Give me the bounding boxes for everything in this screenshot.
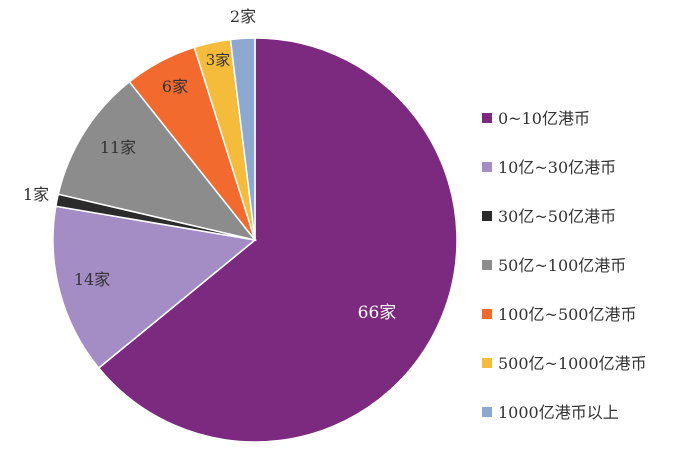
legend-label-2: 10亿~30亿港币 xyxy=(498,158,616,177)
pie-slices xyxy=(52,37,458,443)
legend-label-3: 30亿~50亿港币 xyxy=(498,207,616,226)
data-label-4: 11家 xyxy=(100,138,136,157)
pie-slice-4 xyxy=(57,80,257,242)
legend-label-4: 50亿~100亿港币 xyxy=(498,256,626,275)
legend-label-5: 100亿~500亿港币 xyxy=(498,305,637,324)
data-label-6: 3家 xyxy=(206,51,231,69)
data-label-7: 2家 xyxy=(230,7,256,26)
legend-swatch-1 xyxy=(482,113,492,123)
data-label-2: 14家 xyxy=(74,270,110,289)
legend-swatch-4 xyxy=(482,260,492,270)
data-label-1: 66家 xyxy=(358,303,397,323)
legend-label-1: 0~10亿港币 xyxy=(498,109,590,128)
legend-label-7: 1000亿港币以上 xyxy=(498,403,619,422)
pie-slice-7 xyxy=(229,37,256,241)
pie-slice-1 xyxy=(97,37,458,443)
legend-swatch-5 xyxy=(482,309,492,319)
legend: 0~10亿港币 10亿~30亿港币 30亿~50亿港币 50亿~100亿港币 100亿~… xyxy=(482,109,647,422)
pie-slice-2 xyxy=(52,205,257,370)
legend-swatch-7 xyxy=(482,407,492,417)
legend-label-6: 500亿~1000亿港币 xyxy=(498,354,647,373)
data-label-3: 1家 xyxy=(23,185,49,204)
data-labels: 66家 14家 1家 11家 6家 3家 2家 xyxy=(23,7,396,323)
legend-swatch-3 xyxy=(482,211,492,221)
legend-swatch-6 xyxy=(482,358,492,368)
legend-swatch-2 xyxy=(482,162,492,172)
data-label-5: 6家 xyxy=(162,77,188,96)
